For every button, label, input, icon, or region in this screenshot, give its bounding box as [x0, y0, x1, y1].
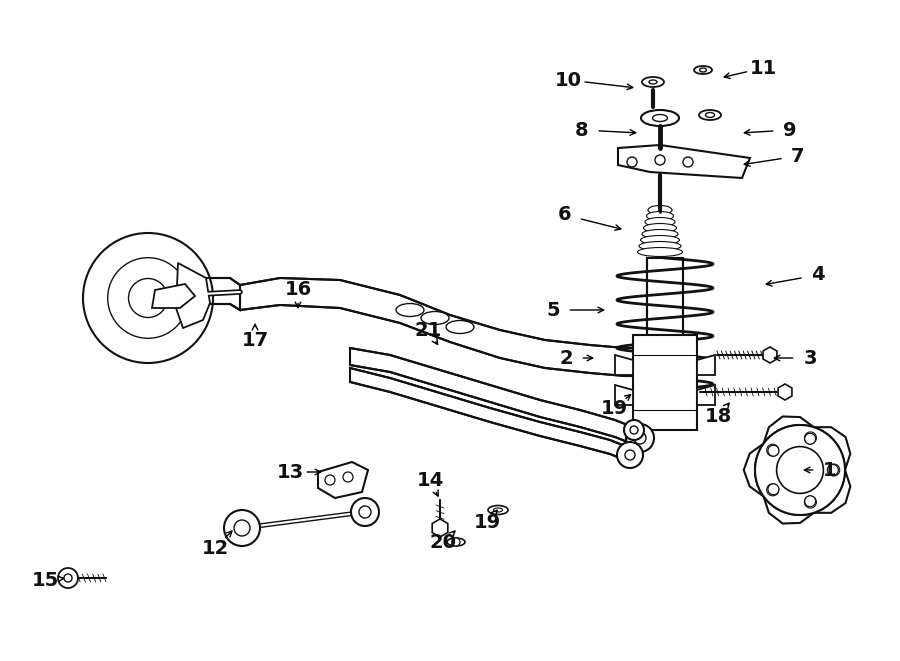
Polygon shape — [350, 368, 630, 462]
Text: 12: 12 — [202, 539, 229, 557]
Circle shape — [805, 496, 815, 507]
Circle shape — [224, 510, 260, 546]
Circle shape — [234, 520, 250, 536]
Polygon shape — [350, 348, 640, 447]
Polygon shape — [176, 263, 210, 328]
Text: 13: 13 — [276, 463, 303, 481]
Text: 17: 17 — [241, 330, 268, 350]
Ellipse shape — [641, 110, 679, 126]
Circle shape — [129, 278, 167, 317]
Circle shape — [767, 444, 778, 456]
Ellipse shape — [649, 80, 657, 84]
Ellipse shape — [699, 110, 721, 120]
Ellipse shape — [694, 66, 712, 74]
Circle shape — [805, 496, 816, 508]
Polygon shape — [318, 462, 368, 498]
Circle shape — [827, 465, 839, 475]
Ellipse shape — [648, 206, 672, 215]
Ellipse shape — [652, 114, 668, 122]
Polygon shape — [743, 416, 850, 524]
Circle shape — [767, 484, 778, 496]
Text: 16: 16 — [284, 280, 311, 299]
Text: 9: 9 — [783, 120, 796, 139]
Circle shape — [805, 432, 816, 444]
Text: 2: 2 — [559, 348, 572, 368]
Circle shape — [634, 432, 646, 444]
Circle shape — [624, 420, 644, 440]
Circle shape — [627, 157, 637, 167]
Circle shape — [775, 446, 824, 494]
Circle shape — [768, 446, 778, 456]
Circle shape — [755, 425, 845, 515]
Text: 11: 11 — [750, 59, 777, 77]
Text: 1: 1 — [824, 461, 837, 479]
Text: 18: 18 — [705, 407, 732, 426]
Ellipse shape — [645, 217, 675, 227]
Ellipse shape — [642, 77, 664, 87]
Text: 10: 10 — [554, 71, 581, 89]
Text: 3: 3 — [803, 348, 817, 368]
Text: 19: 19 — [600, 399, 627, 418]
Ellipse shape — [641, 235, 680, 245]
Circle shape — [325, 475, 335, 485]
Ellipse shape — [642, 229, 678, 239]
Ellipse shape — [421, 311, 449, 325]
Ellipse shape — [637, 247, 682, 256]
Ellipse shape — [639, 241, 681, 251]
Circle shape — [617, 442, 643, 468]
Text: 15: 15 — [32, 570, 58, 590]
Circle shape — [683, 157, 693, 167]
Text: 5: 5 — [546, 301, 560, 319]
Circle shape — [359, 506, 371, 518]
Circle shape — [626, 424, 654, 452]
Polygon shape — [615, 355, 633, 375]
Polygon shape — [647, 258, 683, 390]
Text: 4: 4 — [811, 266, 824, 284]
Text: 19: 19 — [473, 512, 500, 531]
Ellipse shape — [488, 506, 508, 514]
Polygon shape — [152, 284, 195, 308]
Text: 21: 21 — [414, 321, 442, 340]
Circle shape — [788, 457, 813, 483]
Ellipse shape — [447, 538, 465, 546]
Text: 8: 8 — [575, 120, 589, 139]
Circle shape — [64, 574, 72, 582]
Circle shape — [630, 426, 638, 434]
Circle shape — [58, 568, 78, 588]
Polygon shape — [165, 278, 240, 310]
Circle shape — [768, 484, 778, 495]
Circle shape — [351, 498, 379, 526]
Circle shape — [343, 472, 353, 482]
Circle shape — [655, 155, 665, 165]
Circle shape — [755, 425, 845, 515]
Ellipse shape — [452, 540, 460, 544]
Ellipse shape — [644, 223, 677, 233]
Circle shape — [828, 464, 840, 476]
Circle shape — [108, 258, 188, 338]
Text: 14: 14 — [417, 471, 444, 490]
Circle shape — [452, 538, 460, 546]
Polygon shape — [618, 145, 750, 178]
Circle shape — [777, 447, 824, 493]
Polygon shape — [697, 355, 715, 375]
Circle shape — [83, 233, 213, 363]
Ellipse shape — [699, 68, 707, 72]
Ellipse shape — [396, 303, 424, 317]
Text: 20: 20 — [429, 533, 456, 553]
Ellipse shape — [493, 508, 502, 512]
Ellipse shape — [646, 212, 673, 221]
Circle shape — [625, 450, 635, 460]
Ellipse shape — [706, 112, 715, 118]
Polygon shape — [633, 335, 697, 430]
Polygon shape — [697, 385, 715, 405]
Text: 6: 6 — [558, 206, 572, 225]
Text: 7: 7 — [791, 147, 805, 165]
Ellipse shape — [446, 321, 474, 334]
Polygon shape — [615, 385, 633, 405]
Polygon shape — [240, 278, 645, 376]
Circle shape — [805, 433, 815, 444]
